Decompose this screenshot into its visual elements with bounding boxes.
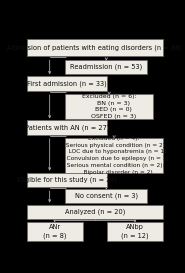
FancyBboxPatch shape (65, 60, 147, 74)
Text: No consent (n = 3): No consent (n = 3) (75, 192, 138, 199)
Text: Excluded (n = 4):
  Serious physical condition (n = 2):
    LOC due to hyponatre: Excluded (n = 4): Serious physical condi… (59, 136, 169, 175)
Text: Analyzed (n = 20): Analyzed (n = 20) (65, 208, 125, 215)
FancyBboxPatch shape (27, 76, 107, 91)
Text: Excluded (n = 6):
    BN (n = 3)
    BED (n = 0)
    OSFED (n = 3): Excluded (n = 6): BN (n = 3) BED (n = 0)… (82, 94, 137, 119)
FancyBboxPatch shape (27, 173, 107, 187)
Text: Patients with AN (n = 27): Patients with AN (n = 27) (25, 124, 109, 131)
FancyBboxPatch shape (65, 138, 163, 173)
FancyBboxPatch shape (65, 94, 153, 119)
Text: Readmission (n = 53): Readmission (n = 53) (70, 64, 142, 70)
Text: First admission (n = 33): First admission (n = 33) (27, 80, 107, 87)
FancyBboxPatch shape (27, 120, 107, 135)
FancyBboxPatch shape (65, 189, 147, 203)
Text: ANr
(n = 8): ANr (n = 8) (43, 224, 66, 239)
FancyBboxPatch shape (27, 221, 83, 241)
Text: ANbp
(n = 12): ANbp (n = 12) (121, 224, 149, 239)
FancyBboxPatch shape (107, 221, 163, 241)
FancyBboxPatch shape (27, 39, 163, 56)
Text: Admission of patients with eating disorders (n = 86): Admission of patients with eating disord… (7, 44, 182, 51)
Text: Eligible for this study (n = 23): Eligible for this study (n = 23) (17, 176, 117, 183)
FancyBboxPatch shape (27, 204, 163, 219)
